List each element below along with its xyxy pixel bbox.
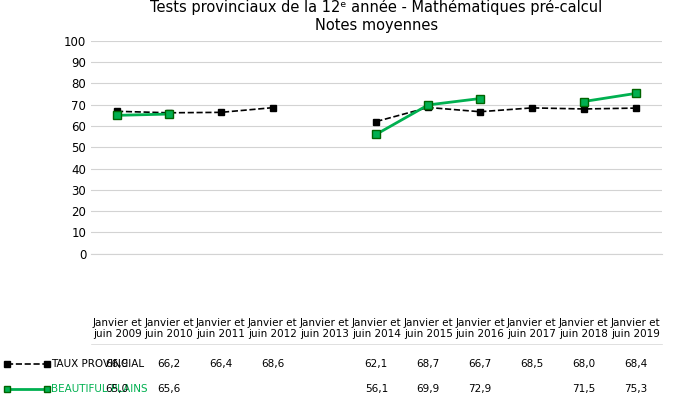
Text: 75,3: 75,3 xyxy=(624,384,647,393)
Text: Janvier et
juin 2014: Janvier et juin 2014 xyxy=(352,318,401,339)
Text: 68,6: 68,6 xyxy=(261,359,284,369)
Text: Janvier et
juin 2010: Janvier et juin 2010 xyxy=(144,318,194,339)
Text: 66,2: 66,2 xyxy=(157,359,180,369)
Text: Janvier et
juin 2018: Janvier et juin 2018 xyxy=(559,318,609,339)
Text: TAUX PROVINCIAL: TAUX PROVINCIAL xyxy=(51,359,144,369)
Text: 65,6: 65,6 xyxy=(157,384,180,393)
Text: Janvier et
juin 2015: Janvier et juin 2015 xyxy=(404,318,453,339)
Text: Janvier et
juin 2019: Janvier et juin 2019 xyxy=(611,318,660,339)
Text: 66,4: 66,4 xyxy=(209,359,232,369)
Text: BEAUTIFUL PLAINS: BEAUTIFUL PLAINS xyxy=(51,384,147,393)
Text: 65,0: 65,0 xyxy=(105,384,129,393)
Text: Janvier et
juin 2017: Janvier et juin 2017 xyxy=(507,318,557,339)
Text: Janvier et
juin 2013: Janvier et juin 2013 xyxy=(300,318,349,339)
Text: Janvier et
juin 2011: Janvier et juin 2011 xyxy=(196,318,246,339)
Text: 71,5: 71,5 xyxy=(572,384,595,393)
Text: 68,5: 68,5 xyxy=(520,359,543,369)
Text: 68,7: 68,7 xyxy=(416,359,440,369)
Text: 66,9: 66,9 xyxy=(105,359,129,369)
Text: Janvier et
juin 2012: Janvier et juin 2012 xyxy=(248,318,298,339)
Text: 62,1: 62,1 xyxy=(364,359,388,369)
Text: 66,7: 66,7 xyxy=(468,359,491,369)
Text: 68,4: 68,4 xyxy=(624,359,647,369)
Text: 56,1: 56,1 xyxy=(364,384,388,393)
Text: 72,9: 72,9 xyxy=(468,384,491,393)
Title: Tests provinciaux de la 12ᵉ année - Mathématiques pré-calcul
Notes moyennes: Tests provinciaux de la 12ᵉ année - Math… xyxy=(150,0,602,33)
Text: Janvier et
juin 2009: Janvier et juin 2009 xyxy=(92,318,142,339)
Text: Janvier et
juin 2016: Janvier et juin 2016 xyxy=(455,318,505,339)
Text: 69,9: 69,9 xyxy=(416,384,440,393)
Text: 68,0: 68,0 xyxy=(572,359,595,369)
